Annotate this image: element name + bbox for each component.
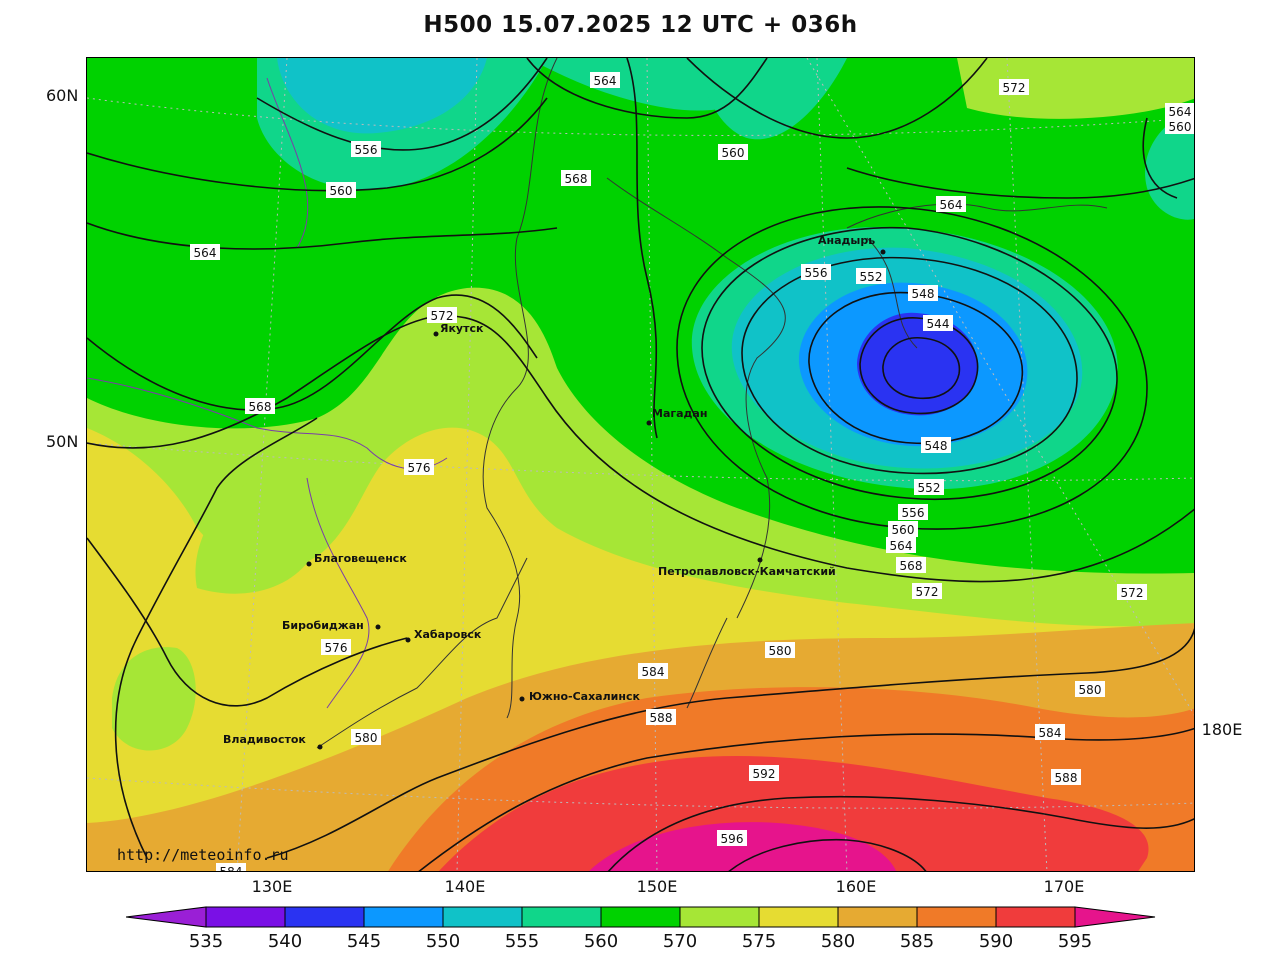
contour-label: 576 — [325, 641, 348, 655]
legend-swatch — [758, 906, 839, 928]
contour-label: 568 — [900, 559, 923, 573]
borders — [87, 77, 448, 709]
legend-label: 595 — [1057, 931, 1093, 952]
lat-label-60n: 60N — [46, 86, 79, 105]
coastlines — [316, 58, 1108, 749]
legend-swatch — [205, 906, 286, 928]
lon-label-140e: 140E — [444, 877, 486, 896]
city-birobidzhan: Биробиджан — [282, 619, 364, 632]
contour-label: 584 — [220, 865, 243, 872]
legend-swatch — [600, 906, 681, 928]
legend-label: 540 — [267, 931, 303, 952]
city-group: Якутск Магадан Анадырь Петропавловск-Кам… — [223, 234, 886, 750]
contour-label: 560 — [1169, 120, 1192, 134]
band-595 — [438, 756, 1149, 871]
contour-label: 556 — [902, 506, 925, 520]
lat-label-50n: 50N — [46, 432, 79, 451]
contour-label: 560 — [892, 523, 915, 537]
contour-label: 552 — [860, 270, 883, 284]
legend-swatch — [442, 906, 523, 928]
contour-label: 568 — [249, 400, 272, 414]
legend-swatch — [995, 906, 1076, 928]
contour-label: 564 — [194, 246, 217, 260]
legend-swatch — [521, 906, 602, 928]
cyclone-545 — [857, 312, 978, 416]
contour-label: 592 — [753, 767, 776, 781]
contour-label: 552 — [918, 481, 941, 495]
lon-label-180e: 180E — [1201, 720, 1243, 739]
contour-label: 560 — [330, 184, 353, 198]
lon-label-130e: 130E — [251, 877, 293, 896]
legend-swatch — [284, 906, 365, 928]
legend-label: 570 — [662, 931, 698, 952]
legend-label: 585 — [899, 931, 935, 952]
legend-swatch — [837, 906, 918, 928]
contour-label: 564 — [594, 74, 617, 88]
city-yuzhno-sakhalinsk: Южно-Сахалинск — [529, 690, 640, 703]
legend-label: 545 — [346, 931, 382, 952]
contour-label: 580 — [1079, 683, 1102, 697]
legend-swatch — [679, 906, 760, 928]
city-yakutsk: Якутск — [440, 322, 484, 335]
lon-label-170e: 170E — [1043, 877, 1085, 896]
contour-label: 560 — [722, 146, 745, 160]
ne-575 — [957, 58, 1194, 119]
contour-label: 564 — [940, 198, 963, 212]
nw-low-550 — [277, 58, 487, 134]
city-vladivostok: Владивосток — [223, 733, 306, 746]
contour-label: 572 — [1003, 81, 1026, 95]
contour-label: 548 — [925, 439, 948, 453]
contour-label: 580 — [769, 644, 792, 658]
contour-label: 584 — [1039, 726, 1062, 740]
color-legend — [125, 905, 1156, 935]
band-high — [589, 822, 896, 871]
contour-label: 588 — [1055, 771, 1078, 785]
contour-label: 556 — [805, 266, 828, 280]
legend-arrow-low — [125, 906, 207, 928]
legend-swatch — [363, 906, 444, 928]
contour-label: 596 — [721, 832, 744, 846]
contour-label: 548 — [912, 287, 935, 301]
contour-label: 556 — [355, 143, 378, 157]
map-title: H500 15.07.2025 12 UTC + 036h — [423, 12, 858, 38]
legend-label: 555 — [504, 931, 540, 952]
legend-label: 580 — [820, 931, 856, 952]
ne-pocket-555 — [1145, 108, 1194, 220]
city-anadyr: Анадырь — [818, 234, 875, 247]
watermark-url: http://meteoinfo.ru — [117, 846, 289, 864]
legend-label: 535 — [188, 931, 224, 952]
city-khabarovsk: Хабаровск — [414, 628, 482, 641]
contour-label: 576 — [408, 461, 431, 475]
pocket-575-amur — [195, 467, 327, 594]
city-petropavlovsk: Петропавловск-Камчатский — [658, 565, 836, 578]
contour-label-group: 556 560 564 564 568 572 576 576 580 580 … — [190, 72, 1194, 872]
contour-label: 564 — [1169, 105, 1192, 119]
city-blagoveshchensk: Благовещенск — [314, 552, 407, 565]
pocket-575-west — [112, 647, 196, 751]
legend-arrow-high — [1074, 906, 1156, 928]
contour-label: 580 — [355, 731, 378, 745]
contour-label: 568 — [565, 172, 588, 186]
legend-label: 560 — [583, 931, 619, 952]
contour-label: 564 — [890, 539, 913, 553]
city-magadan: Магадан — [652, 407, 707, 420]
contour-label: 572 — [1121, 586, 1144, 600]
legend-swatch — [916, 906, 997, 928]
legend-label: 550 — [425, 931, 461, 952]
contour-label: 588 — [650, 711, 673, 725]
lon-label-150e: 150E — [636, 877, 678, 896]
lon-label-160e: 160E — [835, 877, 877, 896]
height-map: 556 560 564 564 568 572 576 576 580 580 … — [86, 57, 1195, 872]
north-560 — [697, 58, 847, 140]
contour-label: 572 — [431, 309, 454, 323]
contour-label: 572 — [916, 585, 939, 599]
legend-label: 590 — [978, 931, 1014, 952]
contour-label: 584 — [642, 665, 665, 679]
legend-label: 575 — [741, 931, 777, 952]
contour-label: 544 — [927, 317, 950, 331]
